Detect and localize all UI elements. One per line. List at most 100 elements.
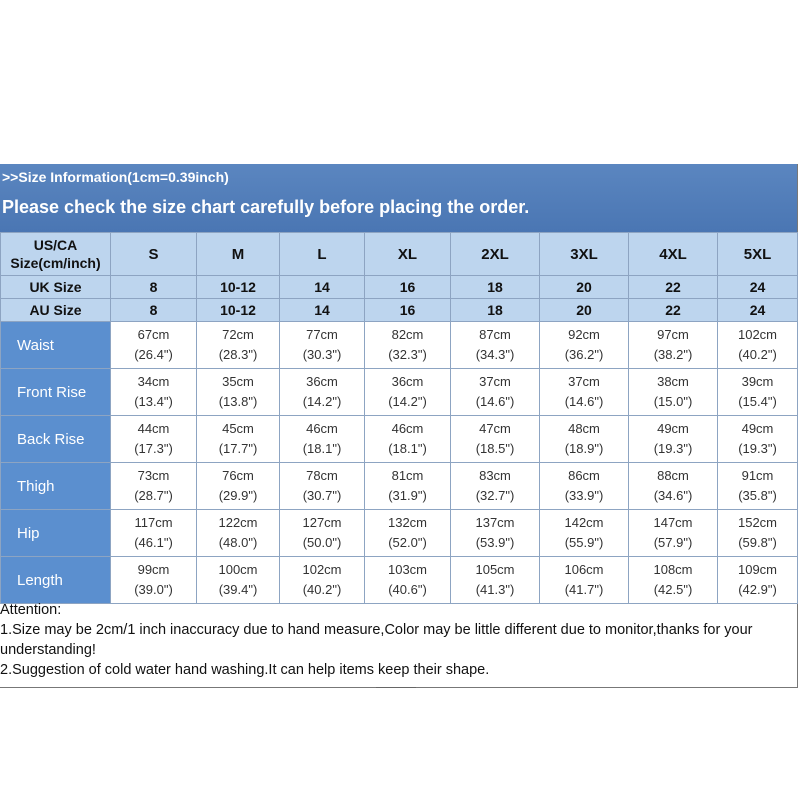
measurement-inch: (34.3") — [475, 347, 515, 362]
uk-size-cell: 24 — [717, 275, 798, 299]
measurement-cell: 87cm (34.3") — [450, 321, 540, 369]
measurement-cm: 36cm — [391, 374, 424, 389]
measurement-cm: 103cm — [387, 562, 428, 577]
measurement-cm: 48cm — [568, 421, 600, 436]
measurement-cell: 73cm (28.7") — [110, 462, 197, 510]
measurement-cell: 78cm (30.7") — [279, 462, 365, 510]
measurement-cm: 92cm — [568, 327, 600, 342]
measurement-inch: (52.0") — [388, 535, 427, 550]
measurement-cm: 36cm — [306, 374, 338, 389]
au-size-label: AU Size — [0, 298, 111, 322]
measurement-cm: 49cm — [741, 421, 774, 436]
size-chart-panel: >>Size Information(1cm=0.39inch) Please … — [0, 164, 798, 688]
measurement-inch: (35.8") — [738, 488, 777, 503]
uk-size-label: UK Size — [0, 275, 111, 299]
measurement-cm: 35cm — [222, 374, 254, 389]
measurement-cell: 67cm (26.4") — [110, 321, 197, 369]
measurement-inch: (48.0") — [218, 535, 258, 550]
measurement-cell: 99cm (39.0") — [110, 556, 197, 604]
size-table: US/CA Size(cm/inch) S M L XL 2XL 3XL 4XL 5XL UK… — [0, 232, 798, 604]
measurement-cm: 147cm — [653, 515, 693, 530]
measurement-cm: 117cm — [134, 515, 173, 530]
measurement-inch: (14.6") — [564, 394, 604, 409]
measurement-row: Back Rise 44cm (17.3") 45cm (17.7") 46cm (18.1… — [0, 415, 798, 463]
measurement-inch: (39.0") — [134, 582, 173, 597]
measurement-cm: 38cm — [657, 374, 689, 389]
divider-mark — [376, 687, 416, 688]
attention-note-1: 1.Size may be 2cm/1 inch inaccuracy due … — [0, 622, 753, 658]
measurement-cm: 39cm — [741, 374, 774, 389]
measurement-cell: 35cm (13.8") — [196, 368, 280, 416]
uk-size-cell: 16 — [364, 275, 451, 299]
measurement-label: Front Rise — [0, 368, 111, 416]
measurement-cell: 82cm (32.3") — [364, 321, 451, 369]
measurement-cell: 47cm (18.5") — [450, 415, 540, 463]
measurement-inch: (15.4") — [738, 394, 777, 409]
measurement-cm: 105cm — [475, 562, 515, 577]
measurement-cell: 97cm (38.2") — [628, 321, 718, 369]
measurement-cell: 37cm (14.6") — [539, 368, 629, 416]
measurement-cell: 103cm (40.6") — [364, 556, 451, 604]
measurement-row: Front Rise 34cm (13.4") 35cm (13.8") 36cm (14.… — [0, 368, 798, 416]
size-info-title: >>Size Information(1cm=0.39inch) — [2, 169, 229, 185]
measurement-inch: (26.4") — [134, 347, 173, 362]
measurement-cell: 108cm (42.5") — [628, 556, 718, 604]
measurement-inch: (31.9") — [388, 488, 427, 503]
measurement-cm: 47cm — [479, 421, 511, 436]
measurement-inch: (14.2") — [388, 394, 427, 409]
measurement-cell: 105cm (41.3") — [450, 556, 540, 604]
measurement-cell: 37cm (14.6") — [450, 368, 540, 416]
measurement-cell: 100cm (39.4") — [196, 556, 280, 604]
measurement-cm: 83cm — [479, 468, 511, 483]
measurement-cell: 39cm (15.4") — [717, 368, 798, 416]
uk-size-cell: 18 — [450, 275, 540, 299]
au-size-cell: 22 — [628, 298, 718, 322]
measurement-cm: 109cm — [737, 562, 778, 577]
size-header-cell: 3XL — [539, 232, 629, 276]
measurement-cm: 46cm — [391, 421, 424, 436]
measurement-cm: 88cm — [657, 468, 689, 483]
uk-size-cell: 20 — [539, 275, 629, 299]
measurement-cell: 102cm (40.2") — [717, 321, 798, 369]
measurement-cm: 97cm — [657, 327, 689, 342]
measurement-cm: 37cm — [568, 374, 600, 389]
measurement-cell: 147cm (57.9") — [628, 509, 718, 557]
measurement-cm: 106cm — [564, 562, 604, 577]
size-header-cell: 4XL — [628, 232, 718, 276]
measurement-inch: (46.1") — [134, 535, 173, 550]
measurement-cm: 77cm — [306, 327, 338, 342]
measurement-inch: (32.7") — [475, 488, 515, 503]
us-size-label-line2: Size(cm/inch) — [10, 255, 101, 271]
measurement-inch: (40.6") — [388, 582, 427, 597]
measurement-cell: 46cm (18.1") — [279, 415, 365, 463]
measurement-cell: 102cm (40.2") — [279, 556, 365, 604]
measurement-inch: (41.3") — [475, 582, 515, 597]
measurement-cm: 142cm — [564, 515, 604, 530]
measurement-inch: (57.9") — [653, 535, 693, 550]
measurement-inch: (32.3") — [388, 347, 427, 362]
measurement-cm: 49cm — [657, 421, 689, 436]
measurement-label: Back Rise — [0, 415, 111, 463]
measurement-cm: 87cm — [479, 327, 511, 342]
measurement-label: Waist — [0, 321, 111, 369]
measurement-inch: (28.7") — [134, 488, 173, 503]
measurement-cell: 152cm (59.8") — [717, 509, 798, 557]
measurement-inch: (55.9") — [564, 535, 604, 550]
us-size-label-line1: US/CA — [33, 237, 78, 253]
measurement-cell: 49cm (19.3") — [717, 415, 798, 463]
uk-size-cell: 10-12 — [196, 275, 280, 299]
measurement-inch: (14.2") — [302, 394, 342, 409]
uk-size-cell: 14 — [279, 275, 365, 299]
au-size-cell: 20 — [539, 298, 629, 322]
size-header-cell: 5XL — [717, 232, 798, 276]
measurement-cm: 78cm — [306, 468, 338, 483]
measurement-cm: 100cm — [218, 562, 258, 577]
header-bar: >>Size Information(1cm=0.39inch) Please … — [0, 164, 797, 232]
measurement-cell: 127cm (50.0") — [279, 509, 365, 557]
measurement-inch: (40.2") — [302, 582, 342, 597]
measurement-inch: (17.3") — [134, 441, 173, 456]
measurement-inch: (13.4") — [134, 394, 173, 409]
measurement-cm: 82cm — [391, 327, 424, 342]
measurement-cell: 46cm (18.1") — [364, 415, 451, 463]
measurement-cm: 122cm — [218, 515, 258, 530]
